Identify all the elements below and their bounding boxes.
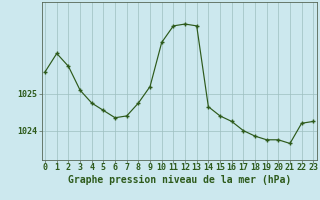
X-axis label: Graphe pression niveau de la mer (hPa): Graphe pression niveau de la mer (hPa)	[68, 175, 291, 185]
